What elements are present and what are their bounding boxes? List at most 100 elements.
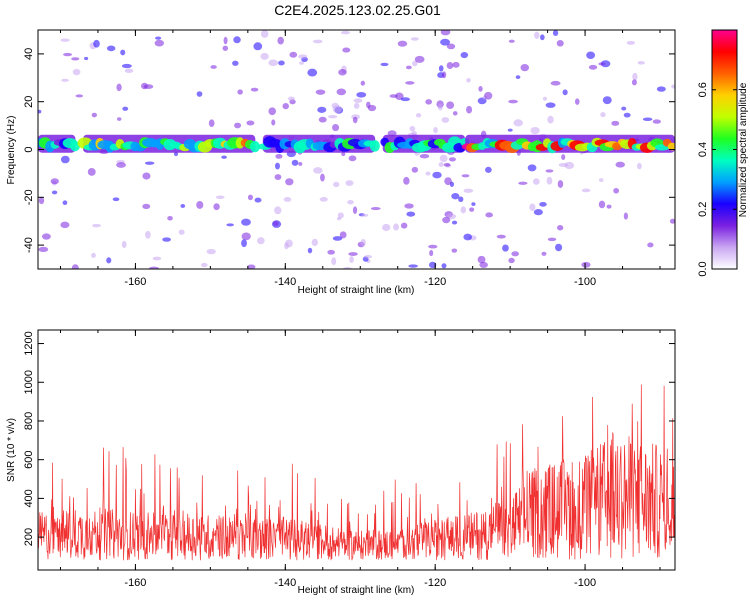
noise-blob xyxy=(51,190,58,195)
noise-blob xyxy=(389,94,398,98)
noise-blob xyxy=(479,261,488,268)
spectrogram-x-ticks: -160 -140 -120 -100 xyxy=(59,30,661,288)
noise-blob xyxy=(508,99,518,104)
noise-blob xyxy=(342,47,351,53)
noise-blob xyxy=(556,39,564,47)
noise-blob xyxy=(478,86,483,92)
colorbar-tick-label: 0.2 xyxy=(697,202,709,217)
noise-blob xyxy=(557,180,564,188)
noise-blob xyxy=(41,233,51,240)
noise-blob xyxy=(347,199,354,205)
noise-blob xyxy=(496,234,506,239)
noise-blob xyxy=(508,257,515,264)
noise-blob xyxy=(285,239,293,248)
noise-blob xyxy=(196,91,203,97)
x-tick-label: -120 xyxy=(424,577,446,589)
noise-blob xyxy=(274,162,280,170)
noise-blob xyxy=(91,112,97,118)
noise-blob xyxy=(121,63,132,69)
noise-blob xyxy=(237,89,243,95)
noise-blob xyxy=(106,257,112,264)
noise-blob xyxy=(451,248,458,253)
noise-blob xyxy=(38,197,45,205)
noise-blob xyxy=(545,102,556,108)
noise-blob xyxy=(555,243,563,252)
noise-blob xyxy=(282,103,289,110)
noise-blob xyxy=(116,162,126,168)
noise-blob xyxy=(669,218,675,224)
noise-blob xyxy=(254,197,262,203)
noise-blob xyxy=(412,60,418,67)
noise-blob xyxy=(463,233,473,241)
noise-blob xyxy=(438,162,444,167)
noise-blob xyxy=(406,211,416,217)
noise-blob xyxy=(149,266,159,269)
noise-blob xyxy=(471,202,476,206)
colorbar-ticks: 0.0 0.2 0.4 0.6 xyxy=(697,82,737,277)
spectrogram-heatmap xyxy=(38,30,675,269)
x-tick-label: -100 xyxy=(574,276,596,288)
snr-y-axis-label: SNR (10 * v/v) xyxy=(6,418,17,482)
noise-blob xyxy=(460,206,467,214)
noise-blob xyxy=(558,162,569,167)
noise-blob xyxy=(349,256,354,264)
noise-blob xyxy=(411,166,419,173)
noise-blob xyxy=(250,87,259,92)
noise-blob xyxy=(441,71,447,79)
noise-blob xyxy=(433,126,438,134)
noise-blob xyxy=(380,62,389,67)
noise-blob xyxy=(116,83,122,92)
y-tick-label: 40 xyxy=(23,48,35,60)
noise-blob xyxy=(441,263,447,269)
noise-blob xyxy=(274,174,282,181)
noise-blob xyxy=(307,247,313,254)
noise-blob xyxy=(38,109,42,114)
y-tick-label: 0 xyxy=(23,146,35,152)
noise-blob xyxy=(529,203,536,211)
noise-blob xyxy=(466,78,471,83)
noise-blob xyxy=(405,81,415,85)
noise-blob xyxy=(439,154,448,163)
noise-blob xyxy=(61,78,69,82)
noise-blob xyxy=(246,120,255,126)
noise-blob xyxy=(200,262,208,268)
noise-blob xyxy=(278,60,285,66)
noise-blob xyxy=(257,237,265,245)
noise-blob xyxy=(173,151,179,157)
snr-x-ticks: -160 -140 -120 -100 xyxy=(59,330,661,589)
noise-blob xyxy=(520,64,530,72)
noise-blob xyxy=(518,181,528,185)
noise-blob xyxy=(400,97,411,102)
noise-blob xyxy=(72,68,81,76)
noise-blob xyxy=(341,151,346,157)
noise-blob xyxy=(93,39,100,48)
noise-blob xyxy=(154,39,164,47)
noise-blob xyxy=(287,96,295,101)
noise-blob xyxy=(440,38,451,46)
x-tick-label: -160 xyxy=(124,577,146,589)
noise-blob xyxy=(221,155,227,159)
noise-blob xyxy=(446,43,456,50)
noise-blob xyxy=(336,88,347,96)
noise-blob xyxy=(144,161,155,165)
noise-blob xyxy=(598,178,604,182)
noise-blob xyxy=(241,218,251,226)
noise-blob xyxy=(588,64,598,70)
noise-blob xyxy=(534,31,540,39)
noise-blob xyxy=(253,42,263,51)
noise-blob xyxy=(291,159,299,166)
noise-blob xyxy=(226,223,234,227)
noise-blob xyxy=(298,161,303,166)
colorbar: 0.0 0.2 0.4 0.6 Normalized spectral amplitu… xyxy=(697,29,749,277)
noise-blob xyxy=(298,54,308,59)
spectrogram-y-ticks: -40 -20 0 20 40 xyxy=(23,48,675,253)
noise-blob xyxy=(141,82,148,90)
noise-blob xyxy=(277,36,284,45)
noise-blob xyxy=(234,122,242,129)
noise-blob xyxy=(121,240,127,249)
noise-blob xyxy=(461,174,470,178)
noise-blob xyxy=(586,51,596,60)
noise-blob xyxy=(546,176,553,185)
noise-blob xyxy=(348,252,358,257)
